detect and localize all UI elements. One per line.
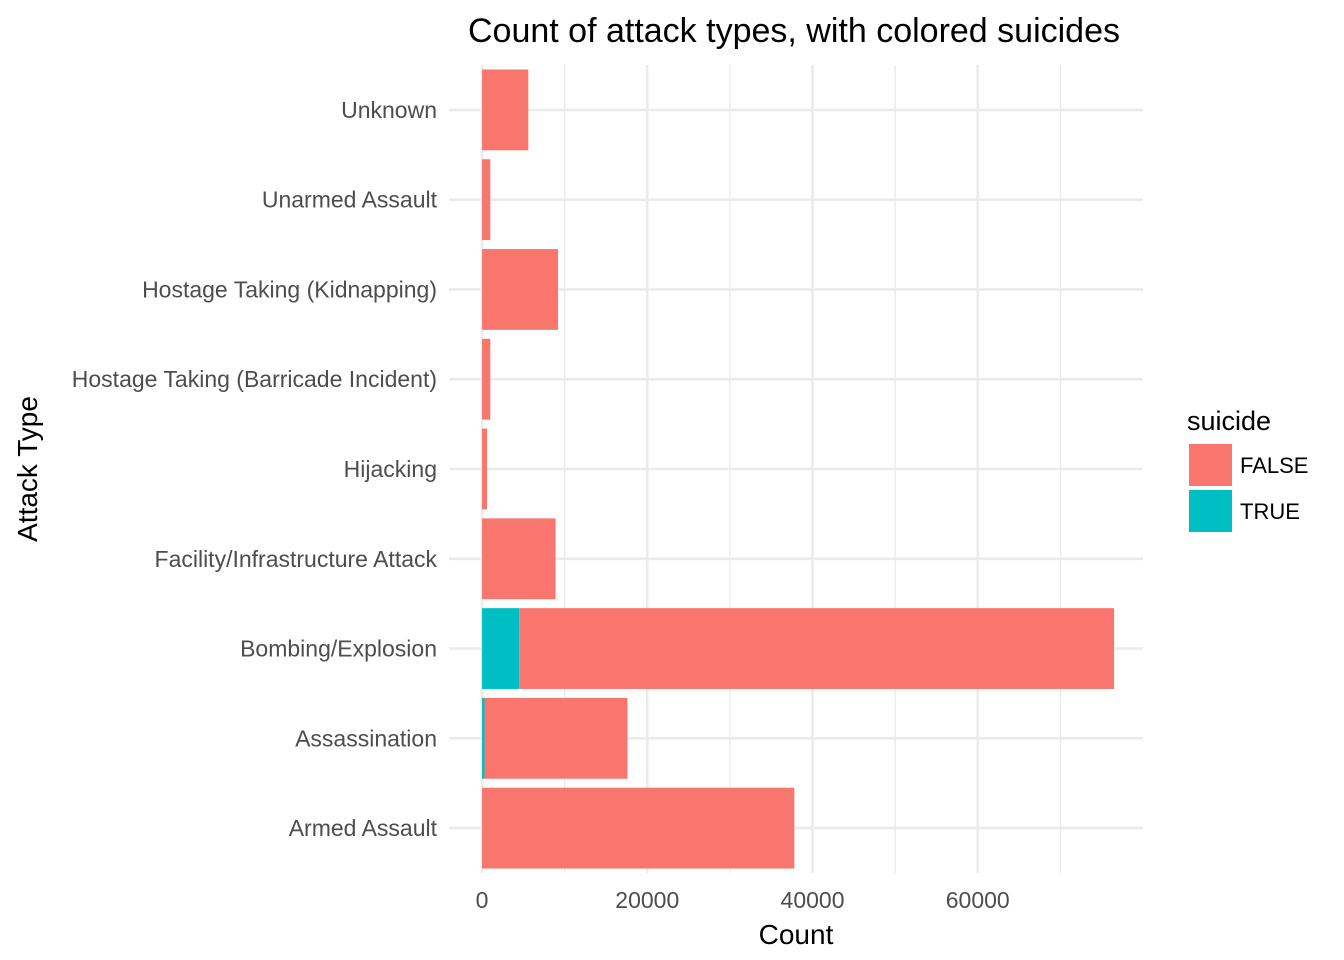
chart-title: Count of attack types, with colored suic… [468, 12, 1120, 50]
bar-segment-false [519, 608, 1115, 689]
legend-label-false: FALSE [1240, 453, 1308, 478]
y-tick-label: Hijacking [344, 456, 437, 482]
y-axis-title: Attack Type [12, 396, 43, 542]
y-tick-label: Hostage Taking (Barricade Incident) [72, 366, 437, 392]
bar-segment-true [482, 697, 485, 779]
bars [482, 69, 1115, 869]
bar-segment-false [484, 697, 628, 779]
x-tick-label: 60000 [946, 887, 1010, 913]
x-tick-label: 40000 [781, 887, 845, 913]
x-axis-tick-labels: 0 20000 40000 60000 [476, 887, 1010, 913]
x-tick-label: 20000 [615, 887, 679, 913]
y-tick-label: Hostage Taking (Kidnapping) [142, 276, 437, 302]
y-tick-label: Armed Assault [289, 815, 438, 841]
bar-segment-true [482, 608, 520, 689]
y-tick-label: Unarmed Assault [262, 187, 438, 213]
bar-segment-false [482, 159, 491, 241]
bar-segment-false [482, 428, 488, 510]
bar-segment-false [482, 338, 491, 420]
bar-segment-false [482, 518, 556, 600]
bar-segment-false [482, 249, 559, 330]
y-tick-label: Unknown [341, 97, 437, 123]
y-tick-label: Facility/Infrastructure Attack [155, 546, 438, 572]
y-axis-tick-labels: Armed Assault Assassination Bombing/Explos… [72, 97, 438, 841]
legend-key-false [1189, 444, 1232, 486]
legend: suicide FALSE TRUE [1187, 406, 1308, 532]
x-axis-title: Count [759, 919, 834, 950]
legend-title: suicide [1187, 406, 1271, 436]
y-tick-label: Bombing/Explosion [240, 636, 437, 662]
legend-key-true [1189, 490, 1232, 532]
y-tick-label: Assassination [295, 725, 437, 751]
x-tick-label: 0 [476, 887, 489, 913]
bar-segment-false [482, 787, 795, 869]
bar-segment-false [482, 69, 529, 151]
legend-label-true: TRUE [1240, 499, 1300, 524]
